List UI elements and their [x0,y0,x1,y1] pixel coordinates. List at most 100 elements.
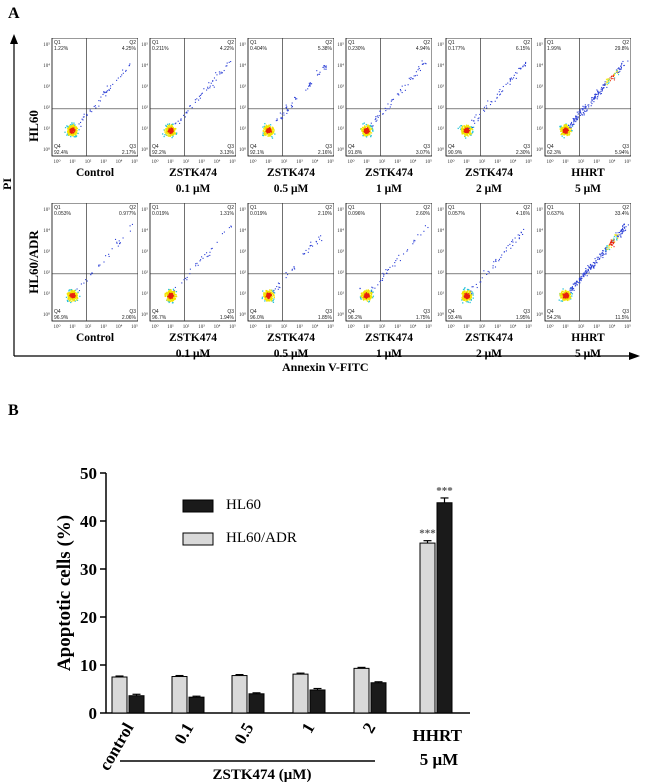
y-tick-label: 10⁴ [239,228,246,234]
event-dot [73,293,75,295]
event-dot [95,107,97,109]
event-dot [362,293,365,296]
event-dot [369,128,371,131]
event-dot [563,134,565,136]
event-dot [593,265,595,267]
event-dot [369,298,371,300]
event-dot [311,83,313,85]
event-dot [565,298,568,300]
event-dot [189,268,191,270]
event-dot [175,295,178,298]
q3-label: Q3 [523,309,530,315]
event-dot [620,229,622,232]
event-dot [103,261,105,263]
event-dot [608,247,610,249]
event-dot [323,65,325,67]
event-dot [471,119,473,121]
event-dot [94,105,96,107]
event-dot [194,99,196,101]
event-dot [570,291,572,293]
event-dot [467,292,469,294]
event-dot [510,77,512,79]
event-dot [390,104,392,106]
event-dot [466,133,468,135]
q4-percent: 96.0% [250,315,265,321]
q3-percent: 3.13% [220,150,235,156]
event-dot [71,134,74,136]
event-dot [262,290,264,292]
event-dot [365,299,367,301]
event-dot [267,297,269,299]
q1-label: Q1 [547,205,554,211]
event-dot [270,300,273,302]
event-dot [70,130,73,132]
event-dot [131,223,134,225]
event-dot [72,134,74,137]
event-dot [264,130,266,132]
event-dot [461,133,463,135]
event-dot [475,114,477,116]
event-dot [463,297,465,300]
event-dot [360,295,363,297]
event-dot [597,258,599,260]
event-dot [264,298,266,300]
event-dot [173,128,175,130]
event-dot [525,61,527,63]
event-dot [173,292,175,294]
event-dot [500,256,502,259]
event-dot [459,126,461,128]
event-dot [605,252,607,254]
event-dot [69,127,71,129]
event-dot [616,238,618,240]
event-dot [612,243,614,245]
event-dot [608,78,610,80]
event-dot [210,248,212,250]
event-dot [122,72,124,74]
event-dot [574,120,576,122]
x-tick-label: 10⁵ [425,324,432,330]
event-dot [598,258,600,260]
event-dot [266,295,268,297]
event-dot [70,294,72,296]
event-dot [565,123,567,125]
q4-label: Q4 [547,144,554,150]
event-dot [594,93,597,95]
event-dot [620,66,622,68]
event-dot [363,298,366,300]
event-dot [612,78,614,80]
event-dot [469,290,471,292]
q3-percent: 2.17% [122,150,137,156]
event-dot [606,247,608,249]
event-dot [468,289,470,291]
x-tick-label: 10⁴ [116,324,123,330]
event-dot [467,124,470,127]
event-dot [73,133,75,135]
event-dot [368,300,371,303]
event-dot [169,135,171,138]
event-dot [175,122,177,124]
event-dot [466,132,468,134]
event-dot [71,127,74,129]
y-tick-label: 10³ [142,84,149,90]
y-tick-label: 10⁰ [239,147,246,153]
event-dot [207,86,209,88]
event-dot [291,102,293,104]
event-dot [564,294,566,297]
event-dot [565,125,568,127]
event-dot [522,233,524,236]
event-dot [620,65,622,68]
event-dot [273,129,275,131]
event-dot [228,227,230,229]
event-dot [602,256,604,259]
event-dot [565,296,568,298]
event-dot [108,255,110,258]
event-dot [463,288,466,290]
event-dot [613,240,615,242]
event-dot [364,292,366,294]
event-dot [467,293,469,295]
plot-caption: HHRT 5 μM [537,165,639,197]
event-dot [267,133,269,135]
event-dot [518,238,520,240]
event-dot [173,292,176,295]
event-dot [569,296,572,298]
